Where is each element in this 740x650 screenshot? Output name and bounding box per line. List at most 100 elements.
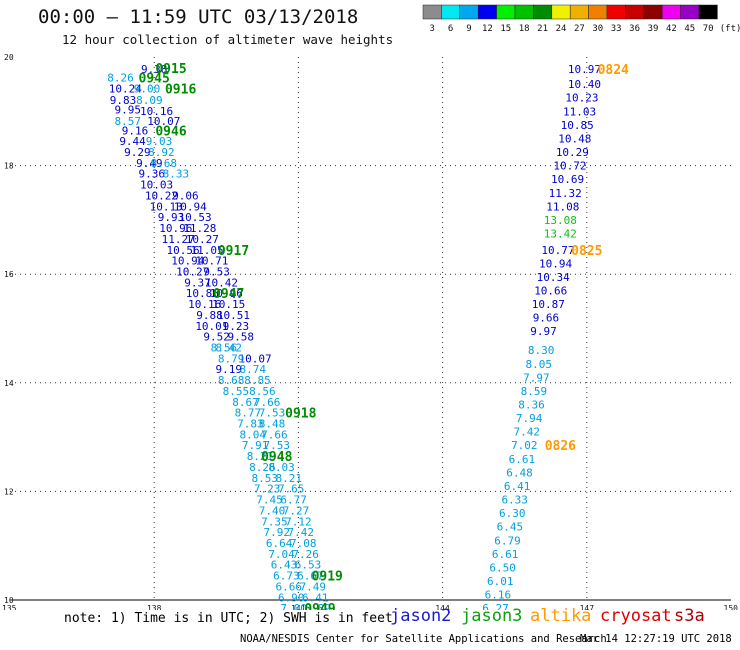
colorbar-label: 3 [429,24,434,34]
wave-height-value: 10.69 [551,173,584,186]
wave-height-value: 10.16 [188,298,221,311]
wave-height-value: 7.53 [259,407,286,420]
x-tick-label: 144 [435,604,450,610]
wave-height-value: 6.61 [492,548,519,561]
wave-height-value: 6.50 [489,561,516,574]
pass-time-label: 0825 [571,244,602,259]
wave-height-value: 7.97 [523,371,550,384]
pass-time-label: 0948 [261,450,292,465]
wave-height-value: 9.95 [115,104,142,117]
colorbar-label: 36 [629,24,640,34]
x-tick-label: 141 [291,604,306,610]
wave-height-value: 8.33 [163,168,190,181]
wave-height-value: 10.53 [178,211,211,224]
wave-height-value: 7.45 [256,494,283,507]
colorbar-label: (ft) [720,24,740,34]
wave-height-value: 8.26 [107,72,134,85]
wave-height-value: 11.27 [162,233,195,246]
wave-height-value: 7.26 [292,548,319,561]
colorbar-label: 42 [666,24,677,34]
wave-height-value: 10.72 [553,160,586,173]
wave-height-value: 10.87 [532,298,565,311]
wave-height-value: 9.29 [124,146,151,159]
wave-height-value: 10.97 [568,63,601,76]
pass-time-label: 0947 [213,287,244,302]
wave-height-value: 10.23 [565,92,598,105]
wave-height-value: 6.77 [280,494,307,507]
wave-height-value: 13.42 [544,227,577,240]
wave-height-value: 10.85 [561,119,594,132]
colorbar-label: 39 [648,24,659,34]
wave-height-value: 8.67 [232,396,259,409]
wave-height-value: 10.94 [539,257,572,270]
wave-height-value: 8.21 [247,450,274,463]
wave-height-value: 6.43 [271,559,298,572]
wave-height-value: 7.12 [285,515,312,528]
wave-height-value: 9.00 [134,82,161,95]
colorbar-label: 24 [556,24,567,34]
y-tick-label: 10 [4,596,14,605]
legend-cryosat: cryosat [600,606,672,626]
legend-jason2: jason2 [390,606,452,626]
wave-height-value: 9.93 [158,211,185,224]
wave-height-value: 8.30 [528,344,555,357]
wave-height-value: 11.03 [563,105,596,118]
wave-height-value: 7.00 [280,602,307,610]
wave-height-value: 7.94 [516,412,543,425]
wave-height-value: 8.56 [249,385,276,398]
wave-height-value: 8.79 [218,352,245,365]
wave-height-value: 10.07 [147,115,180,128]
wave-height-value: 6.16 [485,589,512,602]
wave-height-value: 9.49 [136,157,163,170]
wave-height-value: 6.64 [266,537,293,550]
wave-height-value: 10.42 [205,276,238,289]
wave-height-value: 6.53 [295,559,322,572]
wave-height-value: 6.67 [297,570,324,583]
wave-height-value: 10.27 [176,265,209,278]
wave-height-value: 11.05 [191,244,224,257]
wave-height-value: 10.13 [150,200,183,213]
wave-height-value: 10.86 [186,287,219,300]
wave-height-value: 7.23 [254,483,281,496]
wave-height-value: 9.83 [110,94,137,107]
wave-height-value: 7.02 [511,439,538,452]
wave-height-value: 8.04 [239,428,266,441]
wave-height-value: 10.07 [239,352,272,365]
colorbar-label: 9 [466,24,471,34]
legend-altika: altika [530,606,592,626]
colorbar-label: 15 [500,24,511,34]
wave-height-value: 7.40 [259,504,286,517]
wave-height-value: 10.34 [537,271,570,284]
wave-height-value: 9.38 [141,63,168,76]
wave-height-value: 9.37 [184,276,211,289]
wave-height-value: 6.79 [494,534,521,547]
pass-time-label: 0949 [304,602,335,610]
pass-time-label: 0916 [165,82,196,97]
chart-title: 00:00 – 11:59 UTC 03/13/2018 [38,6,359,28]
legend-jason3: jason3 [461,606,523,626]
wave-height-value: 6.89 [304,602,331,610]
wave-height-value: 8.68 [218,374,245,387]
wave-height-value: 8.59 [521,385,548,398]
wave-height-value: 8.53 [252,472,279,485]
wave-height-value: 7.27 [283,504,310,517]
footer-credit: NOAA/NESDIS Center for Satellite Applica… [240,633,607,645]
wave-height-value: 7.66 [254,396,281,409]
wave-height-value: 8.77 [235,407,262,420]
pass-time-label: 0917 [218,244,249,259]
chart-subtitle: 12 hour collection of altimeter wave hei… [62,32,394,47]
wave-height-value: 9.52 [203,331,230,344]
wave-height-value: 10.71 [195,255,228,268]
wave-height-value: 10.94 [174,200,207,213]
pass-time-label: 0945 [139,72,170,87]
wave-height-value: 8.21 [276,472,303,485]
wave-height-value: 8.26 [249,461,276,474]
wave-height-value: 6.61 [509,453,536,466]
wave-height-value: 10.15 [212,298,245,311]
pass-time-label: 0946 [155,124,186,139]
colorbar-label: 45 [684,24,695,34]
wave-height-value: 7.66 [261,428,288,441]
colorbar-label: 30 [592,24,603,34]
wave-height-value: 9.03 [146,135,173,148]
